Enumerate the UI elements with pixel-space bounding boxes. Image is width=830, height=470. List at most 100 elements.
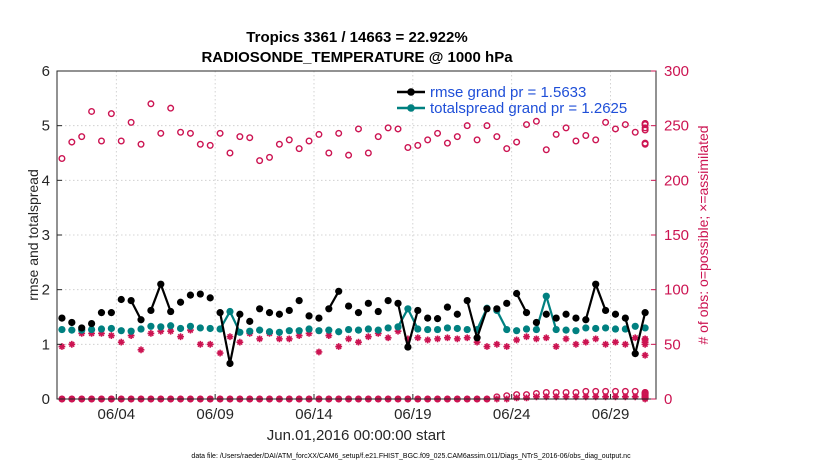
assimilated-point: [187, 326, 194, 334]
rmse-point: [621, 314, 629, 322]
assimilated-point: [206, 340, 214, 348]
assimilated-point: [117, 338, 125, 346]
totalspread-point: [107, 324, 115, 333]
rmse-point: [107, 309, 115, 317]
totalspread-point: [325, 326, 333, 334]
rmse-point: [226, 359, 234, 368]
rmse-point: [157, 280, 165, 288]
totalspread-point: [87, 325, 96, 334]
rmse-point: [493, 305, 501, 313]
assimilated-point: [167, 327, 175, 335]
possible-point: [177, 128, 185, 136]
assimilated-point: [98, 330, 105, 337]
rmse-segment: [476, 308, 489, 339]
legend: rmse grand pr = 1.5633 totalspread grand…: [397, 84, 627, 117]
possible-point: [562, 124, 570, 132]
assimilated-point: [147, 330, 155, 337]
possible-point: [147, 100, 155, 108]
rmse-point: [216, 309, 224, 317]
totalspread-point: [58, 325, 66, 334]
rmse-point: [285, 306, 293, 315]
assimilated-point: [602, 340, 609, 348]
totalspread-point: [275, 328, 284, 336]
rmse-point: [374, 307, 382, 316]
assimilated-point: [473, 338, 481, 346]
totalspread-segment: [228, 311, 241, 333]
x-tick-label: 06/24: [493, 406, 531, 423]
possible-point: [572, 137, 580, 145]
rmse-point: [384, 297, 392, 305]
totalspread-point: [256, 326, 264, 334]
totalspread-point: [206, 324, 214, 333]
legend-spread-marker: [407, 104, 415, 112]
totalspread-point: [127, 327, 135, 335]
assimilated-point: [384, 334, 392, 342]
totalspread-point: [315, 327, 323, 335]
assimilated-low-point: [552, 393, 560, 401]
rmse-point: [463, 297, 471, 305]
possible-point: [641, 126, 649, 134]
rmse-point: [542, 310, 550, 318]
assimilated-point: [532, 335, 540, 343]
x-tick-label: 06/09: [196, 406, 234, 423]
rmse-point: [562, 310, 570, 318]
assimilated-low-point: [631, 393, 639, 401]
rmse-point: [453, 310, 461, 318]
totalspread-point: [364, 325, 372, 333]
y-left-tick-label: 4: [42, 172, 50, 189]
chart-title: Tropics 3361 / 14663 = 22.922%: [246, 29, 467, 46]
assimilated-point: [68, 340, 76, 348]
assimilated-low-point: [523, 394, 530, 402]
rmse-point: [295, 297, 303, 305]
totalspread-point: [374, 326, 382, 334]
totalspread-point: [572, 327, 580, 335]
assimilated-point: [444, 334, 451, 342]
possible-point: [216, 129, 224, 137]
possible-point: [641, 124, 649, 132]
rmse-point: [552, 314, 560, 322]
rmse-point: [631, 350, 639, 358]
totalspread-point: [176, 324, 185, 333]
totalspread-segment: [545, 295, 558, 330]
rmse-point: [601, 306, 610, 315]
totalspread-point: [384, 324, 392, 332]
assimilated-point: [414, 334, 422, 342]
x-axis-label: Jun.01,2016 00:00:00 start: [267, 427, 446, 444]
grid: [57, 71, 656, 399]
assimilated-low-point: [562, 393, 570, 401]
x-tick-label: 06/19: [394, 406, 432, 423]
possible-point: [137, 140, 145, 148]
totalspread-point: [68, 326, 76, 334]
totalspread-point: [414, 325, 422, 333]
rmse-point: [641, 309, 649, 317]
rmse-point: [513, 289, 521, 298]
possible-point: [275, 140, 283, 148]
rmse-series: [58, 280, 649, 368]
totalspread-point: [562, 326, 570, 334]
totalspread-point: [582, 324, 590, 332]
x-tick-label: 06/04: [98, 406, 136, 423]
rmse-point: [206, 294, 214, 302]
y-left-tick-label: 2: [42, 282, 50, 299]
rmse-point: [246, 317, 254, 325]
assimilated-point: [434, 335, 441, 343]
totalspread-point: [592, 324, 600, 333]
assimilated-point: [641, 340, 649, 348]
possible-point: [285, 136, 293, 144]
assimilated-point: [612, 338, 619, 346]
possible-point: [78, 133, 86, 141]
possible-point: [552, 130, 560, 138]
possible-point: [582, 132, 590, 140]
possible-point: [542, 146, 550, 154]
rmse-point: [325, 305, 333, 313]
rmse-point: [186, 291, 195, 299]
possible-point: [68, 138, 76, 146]
rmse-point: [394, 299, 402, 307]
totalspread-point: [611, 325, 620, 333]
totalspread-point: [295, 327, 303, 335]
legend-rmse-marker: [407, 88, 415, 96]
possible-point: [443, 139, 451, 147]
totalspread-point: [137, 325, 145, 333]
totalspread-point: [265, 328, 274, 336]
